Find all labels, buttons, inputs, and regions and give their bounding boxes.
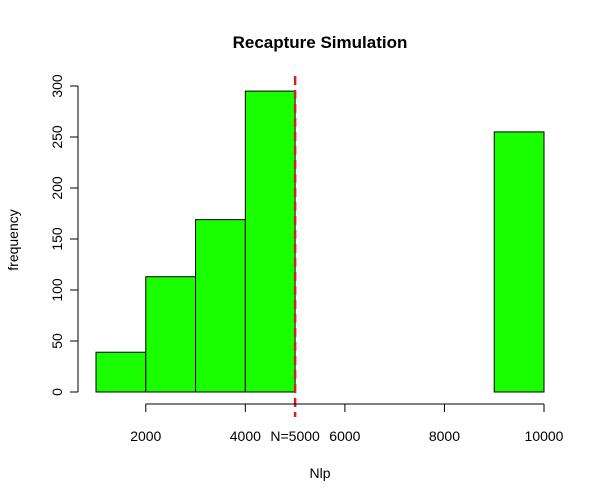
x-tick-label: 8000: [429, 428, 460, 444]
x-tick-label: 10000: [525, 428, 564, 444]
y-tick-label: 0: [49, 388, 65, 396]
x-tick-label: 6000: [329, 428, 360, 444]
x-tick-label: 2000: [130, 428, 161, 444]
histogram-bar: [95, 351, 147, 393]
y-tick-label: 200: [49, 176, 65, 200]
x-tick-label: 4000: [230, 428, 261, 444]
chart-title: Recapture Simulation: [233, 33, 408, 52]
y-axis-label: frequency: [5, 209, 21, 270]
y-tick-label: 50: [49, 333, 65, 349]
reference-line-label: N=5000: [270, 428, 320, 444]
y-axis: 0 50 100 150 200 250 300: [49, 74, 79, 396]
bars-group: [95, 90, 545, 393]
x-axis: 2000 4000 6000 8000 10000: [130, 403, 564, 444]
x-axis-label: Nlp: [309, 465, 330, 481]
y-tick-label: 300: [49, 74, 65, 98]
y-tick-label: 100: [49, 278, 65, 302]
histogram-bar: [493, 131, 545, 393]
histogram-bar: [195, 219, 246, 393]
histogram-bar: [244, 90, 296, 393]
reference-group: N=5000: [270, 76, 320, 444]
y-tick-label: 250: [49, 125, 65, 149]
histogram-bar: [145, 276, 197, 393]
y-tick-label: 150: [49, 227, 65, 251]
